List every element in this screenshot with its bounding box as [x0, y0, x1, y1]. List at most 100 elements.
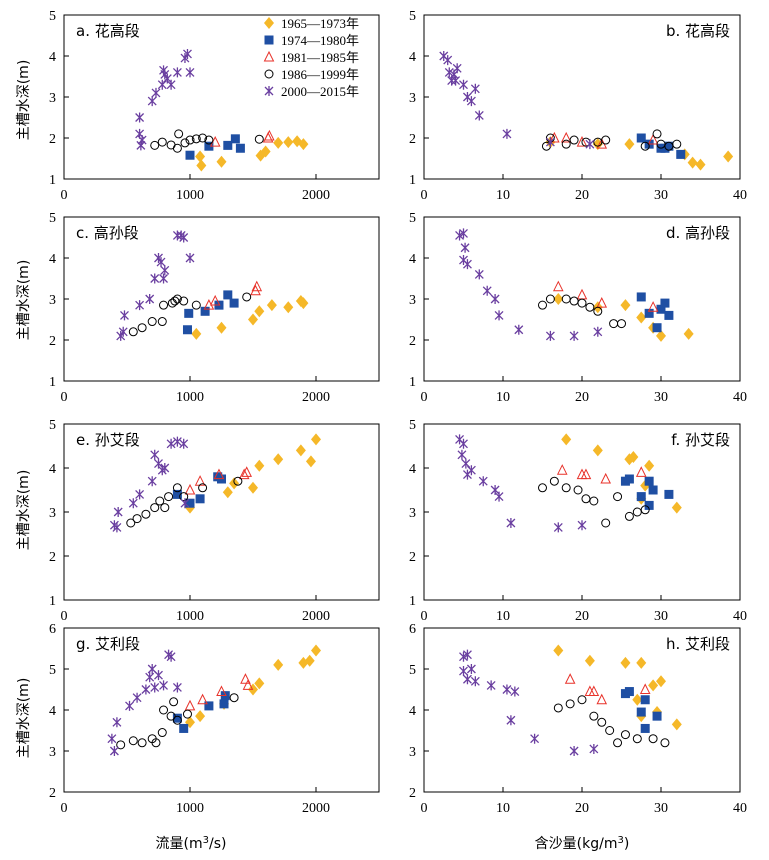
- legend-entry: 1981—1985年: [263, 50, 359, 65]
- data-point: [213, 468, 225, 480]
- data-point: [216, 155, 227, 168]
- data-point: [135, 489, 145, 500]
- data-point: [155, 496, 165, 506]
- data-point: [166, 651, 176, 662]
- legend-label: 1965—1973年: [281, 16, 359, 31]
- data-point: [248, 481, 258, 494]
- y-tick-label: 3: [49, 91, 56, 106]
- data-point: [147, 317, 157, 327]
- legend-entry: 1986—1999年: [264, 67, 359, 82]
- legend-label: 1981—1985年: [281, 50, 359, 65]
- data-point: [182, 709, 192, 719]
- panel-title: g. 艾利段: [76, 635, 140, 653]
- series-diamond: [561, 433, 682, 514]
- data-point: [184, 308, 194, 318]
- data-point: [295, 444, 306, 457]
- data-point: [184, 699, 196, 711]
- data-point: [644, 476, 654, 486]
- data-point: [164, 492, 174, 502]
- data-point: [304, 654, 315, 667]
- data-point: [191, 134, 201, 144]
- data-point: [553, 293, 564, 305]
- data-point: [180, 138, 190, 148]
- y-tick-label: 5: [409, 663, 416, 678]
- y-tick-label: 2: [409, 132, 416, 147]
- data-point: [676, 149, 686, 159]
- data-point: [545, 137, 555, 148]
- data-point: [151, 87, 161, 98]
- data-point: [466, 96, 476, 107]
- data-point: [179, 296, 189, 306]
- data-point: [613, 738, 623, 748]
- data-point: [564, 673, 576, 684]
- data-point: [107, 733, 117, 744]
- data-point: [145, 672, 155, 683]
- data-point: [723, 150, 734, 163]
- data-point: [109, 746, 119, 756]
- data-point: [640, 723, 650, 733]
- series-circle: [538, 294, 626, 329]
- x-tick-label: 40: [733, 609, 747, 624]
- data-point: [640, 141, 650, 151]
- panel-g: 2 3 4 5 6 0 1000 2000 g. 艾利段: [49, 622, 380, 816]
- x-axis-label-right: 含沙量(kg/m3): [535, 835, 630, 853]
- data-point: [266, 299, 277, 312]
- data-point: [652, 129, 662, 139]
- x-tick-label: 20: [575, 188, 589, 203]
- panel-title: d. 高孙段: [666, 224, 730, 242]
- data-point: [577, 298, 587, 308]
- panel-f: 1 2 3 4 5 0 10 20 30 40 f. 孙艾段: [409, 418, 747, 624]
- data-point: [461, 458, 471, 469]
- series-square: [182, 290, 239, 335]
- data-point: [502, 128, 512, 139]
- series-star: [135, 48, 195, 151]
- y-tick-label: 1: [49, 594, 56, 609]
- data-point: [216, 321, 227, 334]
- data-point: [156, 257, 166, 268]
- y-tick-label: 4: [49, 252, 56, 267]
- data-point: [160, 265, 170, 276]
- data-point: [545, 294, 555, 304]
- data-point: [538, 483, 547, 493]
- data-point: [561, 294, 571, 304]
- data-point: [157, 79, 167, 90]
- series-triangle: [564, 673, 651, 705]
- data-point: [223, 140, 233, 150]
- data-point: [664, 489, 674, 499]
- y-tick-label: 1: [409, 173, 416, 188]
- data-point: [652, 323, 662, 333]
- data-point: [273, 136, 284, 149]
- data-point: [305, 455, 316, 468]
- series-circle: [553, 695, 670, 748]
- y-tick-label: 5: [49, 418, 56, 433]
- x-tick-label: 0: [61, 801, 68, 816]
- x-tick-label: 2000: [302, 390, 330, 405]
- data-point: [486, 680, 496, 691]
- x-tick-label: 10: [496, 188, 510, 203]
- data-point: [569, 135, 579, 145]
- data-point: [238, 468, 250, 480]
- data-point: [182, 325, 192, 335]
- x-tick-label: 40: [733, 188, 747, 203]
- data-point: [157, 728, 167, 738]
- x-tick-label: 1000: [176, 801, 204, 816]
- data-point: [683, 327, 694, 340]
- data-point: [216, 685, 227, 697]
- data-point: [636, 656, 647, 669]
- data-point: [150, 503, 160, 513]
- data-point: [639, 683, 651, 694]
- data-point: [128, 736, 138, 746]
- x-tick-label: 20: [575, 609, 589, 624]
- data-point: [565, 699, 575, 709]
- data-point: [126, 518, 136, 528]
- data-point: [601, 135, 611, 145]
- series-square: [620, 474, 674, 510]
- panel-title: a. 花高段: [76, 22, 140, 40]
- data-point: [172, 294, 182, 304]
- data-point: [137, 323, 147, 333]
- series-diamond: [553, 644, 682, 731]
- data-point: [474, 110, 484, 121]
- data-point: [660, 738, 670, 748]
- y-axis-label-row2: 主槽水深(m): [16, 260, 32, 341]
- data-point: [613, 492, 623, 502]
